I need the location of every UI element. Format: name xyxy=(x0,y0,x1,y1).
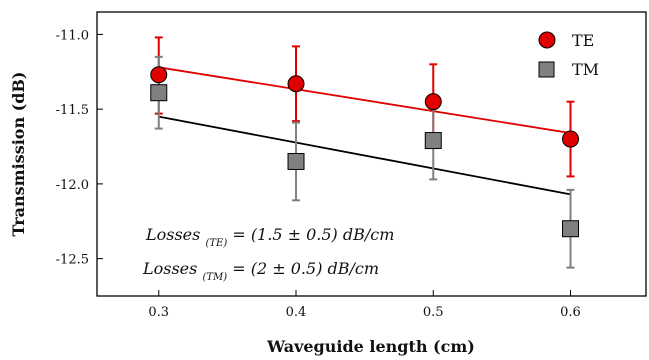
data-points xyxy=(150,66,580,238)
point-tm xyxy=(150,84,168,102)
fit-lines xyxy=(158,66,571,196)
point-te xyxy=(150,66,168,84)
x-tick-label: 0.3 xyxy=(148,305,169,320)
legend-marker-tm xyxy=(538,61,555,78)
legend-marker-te xyxy=(538,31,556,49)
y-tick-label: -12.0 xyxy=(56,178,89,193)
point-tm xyxy=(562,220,580,238)
x-tick-label: 0.4 xyxy=(286,305,307,320)
fit-line-te xyxy=(158,66,571,134)
point-te xyxy=(287,75,305,93)
y-tick-label: -12.5 xyxy=(56,253,89,268)
y-tick-label: -11.0 xyxy=(56,28,89,43)
y-tick-label: -11.5 xyxy=(56,103,89,118)
legend-label-tm: TM xyxy=(572,60,599,79)
x-axis-title: Waveguide length (cm) xyxy=(266,337,475,356)
y-axis-title: Transmission (dB) xyxy=(9,71,28,236)
legend-label-te: TE xyxy=(572,31,594,50)
x-tick-label: 0.5 xyxy=(423,305,444,320)
point-tm xyxy=(287,152,305,170)
legend: TE TM xyxy=(538,31,599,79)
annotation-losses-tm: Losses (TM) = (2 ± 0.5) dB/cm xyxy=(142,259,379,283)
x-axis-ticks: 0.3 0.4 0.5 0.6 xyxy=(148,290,581,320)
annotation-losses-te: Losses (TE) = (1.5 ± 0.5) dB/cm xyxy=(145,225,394,249)
point-te xyxy=(424,93,442,111)
plot-frame xyxy=(96,11,647,297)
point-tm xyxy=(424,132,442,150)
y-axis-ticks: -11.0 -11.5 -12.0 -12.5 xyxy=(56,28,103,268)
point-te xyxy=(562,130,580,148)
x-tick-label: 0.6 xyxy=(560,305,581,320)
fit-line-tm xyxy=(158,115,571,196)
